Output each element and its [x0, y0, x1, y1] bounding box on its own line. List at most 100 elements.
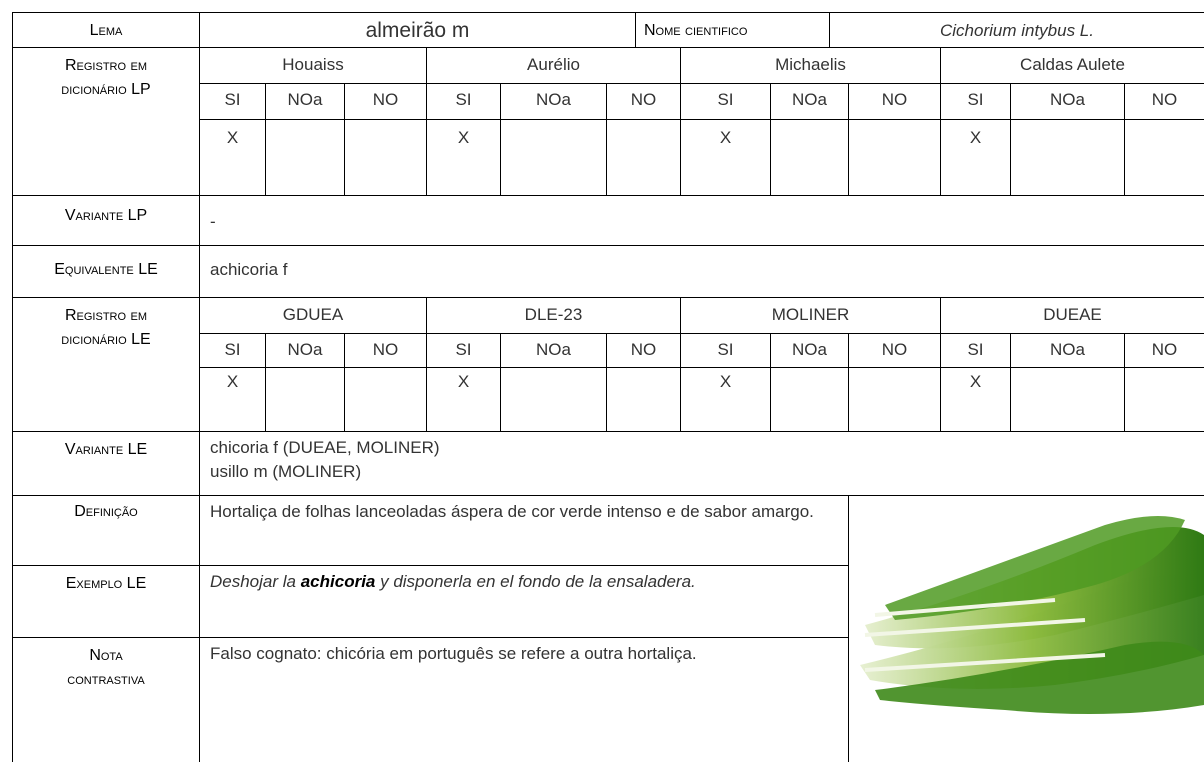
column-header: NOa [1011, 84, 1125, 120]
label-cell: Variante LP [12, 196, 200, 246]
vegetable-image [860, 516, 1204, 714]
column-header: NOa [266, 84, 345, 120]
column-header: NO [849, 84, 941, 120]
column: NO [1151, 90, 1178, 109]
column: SI [224, 340, 241, 359]
mark-cell [501, 120, 607, 196]
column: NOa [1050, 340, 1085, 359]
column: SI [967, 340, 984, 359]
column: NOa [287, 340, 323, 359]
note: Falso cognato: chicória em português se … [210, 644, 697, 663]
dictionary-name: Houaiss [200, 48, 427, 84]
label-cell: Equivalente LE [12, 246, 200, 298]
label: Variante LP [64, 207, 148, 224]
mark-cell: X [681, 120, 771, 196]
label-cell: Exemplo LE [12, 566, 200, 638]
mark: X [457, 372, 470, 391]
mark-cell [266, 368, 345, 432]
column: SI [455, 90, 472, 109]
scientific-name: Cichorium intybus L. [939, 21, 1094, 40]
dictionary-name: MOLINER [681, 298, 941, 334]
label-cell: Definição [12, 496, 200, 566]
label: Registro em [64, 57, 147, 74]
column-header: NO [849, 334, 941, 368]
column: NO [881, 340, 908, 359]
dictionary: MOLINER [771, 305, 850, 324]
column: NO [372, 90, 399, 109]
mark-cell: X [427, 120, 501, 196]
example-text: Deshojar la [210, 572, 301, 591]
definition: Hortaliça de folhas lanceoladas áspera d… [210, 502, 814, 521]
mark-cell [266, 120, 345, 196]
dictionary: Caldas Aulete [1020, 55, 1125, 74]
dictionary-name: Michaelis [681, 48, 941, 84]
dictionary: Michaelis [775, 55, 846, 74]
column-header: SI [681, 84, 771, 120]
column: NOa [1050, 90, 1085, 109]
dictionary: GDUEA [282, 305, 344, 324]
column-header: SI [941, 84, 1011, 120]
column: NO [372, 340, 399, 359]
label-cell: Lema [12, 12, 200, 48]
mark: X [969, 128, 982, 147]
column: NOa [792, 90, 827, 109]
mark-cell [607, 368, 681, 432]
mark-cell [849, 120, 941, 196]
column-header: NO [607, 334, 681, 368]
example-text: y disponerla en el fondo de la ensalader… [375, 572, 696, 591]
mark-cell [771, 368, 849, 432]
label: contrastiva [67, 671, 145, 688]
mark-cell [345, 120, 427, 196]
column-header: NOa [771, 334, 849, 368]
label-cell: Registro em dicionário LE [12, 298, 200, 432]
column: NO [1151, 340, 1178, 359]
column: NO [630, 90, 657, 109]
column-header: SI [427, 84, 501, 120]
value-cell: Hortaliça de folhas lanceoladas áspera d… [200, 496, 849, 566]
mark-cell [1125, 120, 1204, 196]
mark-cell: X [200, 120, 266, 196]
dictionary: Aurélio [527, 55, 580, 74]
dictionary: Houaiss [282, 55, 344, 74]
dictionary: DLE-23 [524, 305, 583, 324]
column-header: NOa [266, 334, 345, 368]
column: SI [224, 90, 241, 109]
column-header: SI [200, 84, 266, 120]
lema-cell: almeirão m [200, 12, 636, 48]
column-header: NOa [501, 84, 607, 120]
nome-cell: Cichorium intybus L. [830, 12, 1204, 48]
label: Lema [89, 22, 123, 39]
mark: X [719, 372, 732, 391]
value-cell: Falso cognato: chicória em português se … [200, 638, 849, 762]
column: NOa [792, 340, 827, 359]
column-header: NOa [1011, 334, 1125, 368]
column: NOa [287, 90, 323, 109]
dictionary-name: DUEAE [941, 298, 1204, 334]
value: achicoria f [210, 260, 288, 279]
column-header: NO [1125, 84, 1204, 120]
label-cell: Registro em dicionário LP [12, 48, 200, 196]
mark-cell: X [941, 120, 1011, 196]
label: Nota [89, 647, 123, 664]
mark-cell [849, 368, 941, 432]
mark: X [226, 128, 239, 147]
label: dicionário LE [61, 331, 151, 348]
label-cell: Nome cientifico [636, 12, 830, 48]
label: Equivalente LE [54, 261, 158, 278]
column-header: NOa [771, 84, 849, 120]
dictionary-name: GDUEA [200, 298, 427, 334]
column-header: SI [681, 334, 771, 368]
mark-cell: X [200, 368, 266, 432]
column-header: SI [200, 334, 266, 368]
label: Nome cientifico [644, 22, 748, 39]
column: NO [881, 90, 908, 109]
value: - [210, 212, 216, 231]
column-header: SI [427, 334, 501, 368]
column-header: NOa [501, 334, 607, 368]
variant: usillo m (MOLINER) [210, 462, 362, 481]
mark-cell [1125, 368, 1204, 432]
mark-cell [771, 120, 849, 196]
mark-cell: X [681, 368, 771, 432]
mark-cell [607, 120, 681, 196]
dictionary-name: Aurélio [427, 48, 681, 84]
